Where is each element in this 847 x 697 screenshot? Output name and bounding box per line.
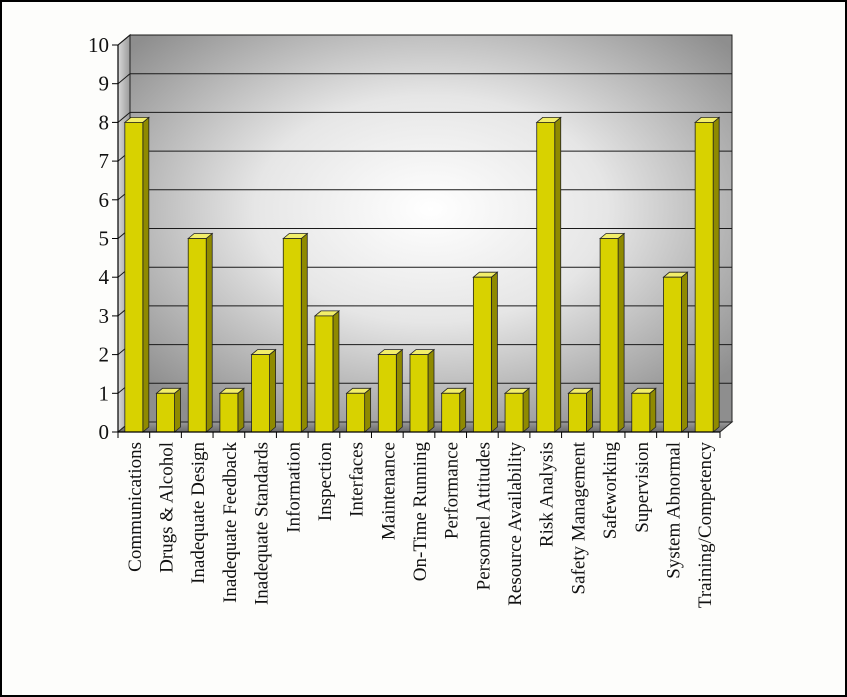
bar-side xyxy=(490,271,498,433)
y-tick-label: 7 xyxy=(99,149,110,173)
x-tick-label: Inadequate Feedback xyxy=(220,442,241,603)
bar-side xyxy=(681,271,688,433)
bars xyxy=(123,116,721,433)
bar-front xyxy=(377,354,397,433)
bar-front xyxy=(472,276,492,433)
bar-front xyxy=(314,315,334,433)
bar-9 xyxy=(408,348,436,433)
bar-15 xyxy=(599,232,626,433)
bar-front xyxy=(663,276,682,433)
x-tick-label: On-Time Running xyxy=(410,442,431,582)
x-tick-label: Training/Competency xyxy=(695,442,716,609)
y-tick-label: 8 xyxy=(99,110,110,134)
bar-side xyxy=(205,232,213,433)
x-tick-label: Safety Management xyxy=(568,441,589,594)
bar-3 xyxy=(218,387,245,433)
bar-side xyxy=(174,387,181,433)
x-tick-label: Safeworking xyxy=(600,442,621,540)
bar-1 xyxy=(155,387,182,433)
bar-14 xyxy=(567,387,594,433)
gridline-side xyxy=(117,112,131,123)
y-tick-label: 9 xyxy=(99,72,110,96)
y-tick-label: 0 xyxy=(99,420,110,444)
bar-side xyxy=(522,387,530,433)
bar-front xyxy=(536,122,556,433)
bar-side xyxy=(649,387,657,433)
bar-0 xyxy=(123,116,150,433)
bar-front xyxy=(251,354,270,433)
bar-side xyxy=(712,116,720,433)
x-tick-label: Inadequate Design xyxy=(188,442,209,584)
bar-front xyxy=(694,122,714,433)
bar-side xyxy=(269,348,276,433)
bar-front xyxy=(187,238,207,433)
y-tick-label: 3 xyxy=(99,304,110,328)
bar-2 xyxy=(187,232,214,433)
gridlines xyxy=(117,34,732,394)
bar-side xyxy=(332,310,340,433)
y-tick-label: 6 xyxy=(99,188,110,212)
bar-side xyxy=(427,348,435,433)
x-tick-label: Communications xyxy=(125,442,146,572)
bar-side xyxy=(586,387,593,433)
bar-side xyxy=(459,387,467,433)
x-tick-label: Drugs & Alcohol xyxy=(157,442,178,573)
gridline-side xyxy=(117,73,131,85)
bar-18 xyxy=(694,116,721,433)
x-tick-label: Resource Availability xyxy=(505,442,526,606)
bar-7 xyxy=(345,387,372,433)
bar-front xyxy=(441,392,461,433)
bar-11 xyxy=(472,271,499,433)
bar-13 xyxy=(535,116,562,433)
x-tick-label: System Abnormal xyxy=(663,442,684,579)
bar-4 xyxy=(250,348,277,433)
bar-6 xyxy=(313,310,341,433)
y-axis: 0 1 2 3 4 5 6 7 8 9 10 xyxy=(88,33,119,444)
x-tick-label: Risk Analysis xyxy=(537,442,558,547)
x-tick-label: Inadequate Standards xyxy=(252,442,273,605)
bar-front xyxy=(409,354,429,433)
bar-front xyxy=(124,122,144,433)
bar-side xyxy=(300,232,308,433)
bar-8 xyxy=(377,348,404,433)
bar-16 xyxy=(630,387,657,433)
y-tick-label: 5 xyxy=(99,227,110,251)
x-tick-label: Interfaces xyxy=(347,442,368,517)
x-tick-label: Inspection xyxy=(315,442,336,522)
x-tick-label: Personnel Attitudes xyxy=(473,442,494,590)
bar-front xyxy=(599,238,619,433)
bar-side xyxy=(395,348,403,433)
bar-side xyxy=(364,387,372,433)
bar-front xyxy=(631,392,651,433)
bar-front xyxy=(504,392,524,433)
y-tick-label: 4 xyxy=(99,265,110,289)
bar-10 xyxy=(440,387,467,433)
x-tick-label: Supervision xyxy=(632,442,653,533)
bar-front xyxy=(156,392,175,433)
y-tick-label: 2 xyxy=(99,343,110,367)
bar-front xyxy=(219,392,239,433)
y-tick-label: 1 xyxy=(99,381,110,405)
bar-side xyxy=(554,116,562,433)
bar-12 xyxy=(503,387,531,433)
x-tick-label: Maintenance xyxy=(378,442,399,540)
bar-front xyxy=(568,392,587,433)
bar-5 xyxy=(282,232,309,433)
y-tick-label: 10 xyxy=(88,33,109,57)
bar-front xyxy=(282,238,302,433)
bar-front xyxy=(346,392,366,433)
x-axis: Communications Drugs & Alcohol Inadequate … xyxy=(117,431,721,609)
x-tick-label: Information xyxy=(283,442,304,533)
gridline-side xyxy=(117,34,131,46)
bar-side xyxy=(617,232,625,433)
x-tick-label: Performance xyxy=(442,442,463,539)
bar-side xyxy=(237,387,245,433)
bar-17 xyxy=(662,271,689,433)
bar-side xyxy=(142,116,150,433)
